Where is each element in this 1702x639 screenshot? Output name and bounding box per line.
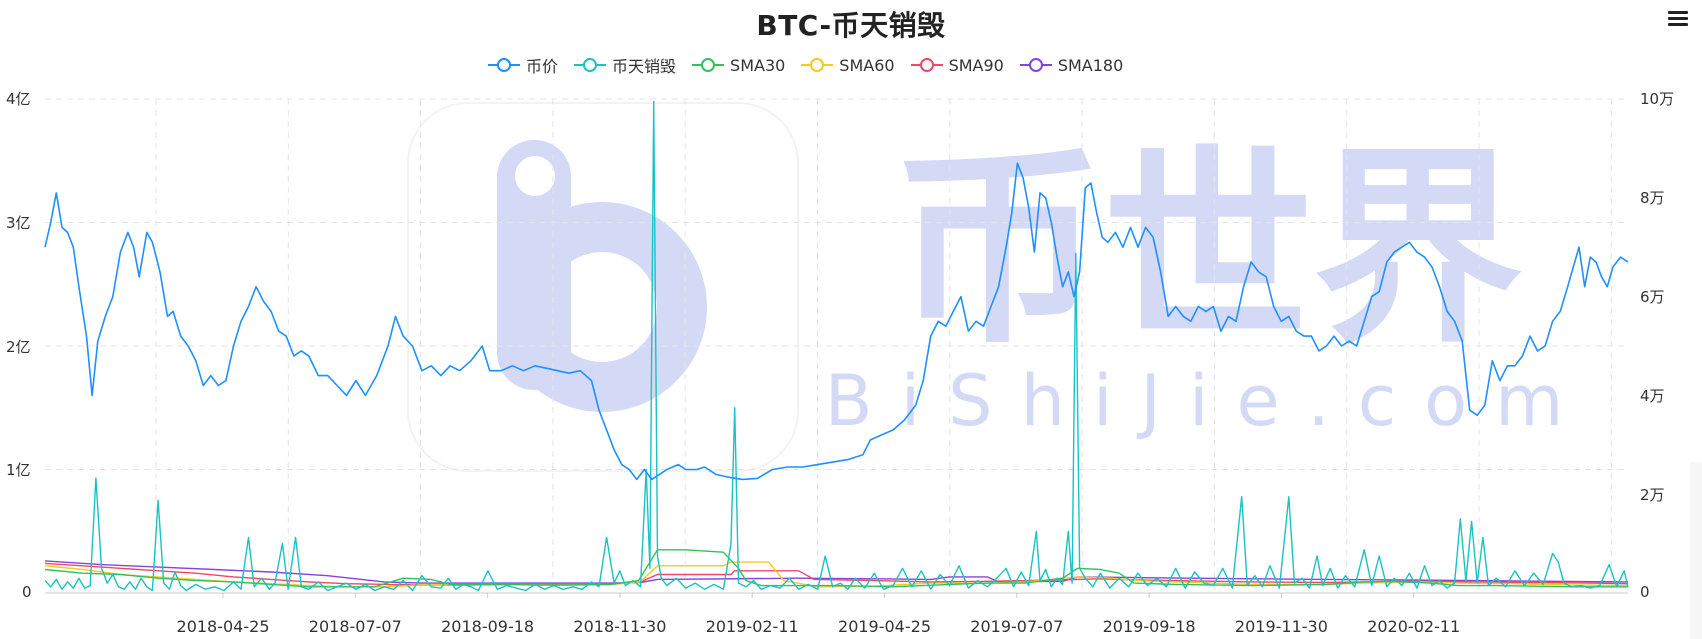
y-right-tick: 4万: [1640, 387, 1665, 405]
chart-title: BTC-币天销毁: [756, 9, 946, 42]
series-币天销毁: [44, 100, 1629, 592]
x-tick-label: 2018-07-07: [308, 617, 402, 636]
y-left-tick: 1亿: [6, 461, 31, 479]
legend: 币价 币天销毁 SMA30 SMA60 SMA90 SMA180: [488, 54, 1139, 76]
y-left-tick: 4亿: [6, 90, 31, 108]
y-right-tick: 8万: [1640, 189, 1665, 207]
y-left-tick: 2亿: [6, 338, 31, 356]
svg-text:币世界: 币世界: [893, 127, 1523, 372]
hamburger-menu-icon[interactable]: [1668, 8, 1688, 28]
x-tick-label: 2019-07-07: [970, 617, 1064, 636]
legend-label: 币天销毁: [612, 57, 677, 76]
legend-line-circle-icon: [801, 58, 834, 72]
legend-line-circle-icon: [692, 58, 725, 72]
legend-item[interactable]: 币价: [488, 54, 558, 76]
y-left-tick: 0: [22, 583, 32, 601]
series-币价: [44, 162, 1629, 481]
series-SMA90: [44, 562, 1629, 586]
y-right-tick: 6万: [1640, 288, 1665, 306]
legend-line-circle-icon: [574, 58, 607, 72]
legend-label: SMA60: [839, 55, 895, 75]
x-tick-label: 2019-02-11: [705, 617, 799, 636]
y-left-tick: 3亿: [6, 214, 31, 232]
x-tick-label: 2019-09-18: [1102, 617, 1196, 636]
series-SMA30: [44, 549, 1628, 588]
x-tick-label: 2020-02-11: [1367, 617, 1461, 636]
x-tick-label: 2019-11-30: [1234, 617, 1328, 636]
legend-label: SMA90: [948, 55, 1004, 75]
legend-line-circle-icon: [910, 58, 943, 72]
legend-item[interactable]: SMA60: [801, 54, 895, 76]
y-right-tick: 10万: [1640, 90, 1675, 108]
y-right-tick: 0: [1640, 583, 1650, 601]
x-tick-label: 2019-04-25: [838, 617, 931, 636]
x-tick-label: 2018-11-30: [573, 617, 667, 636]
legend-item[interactable]: SMA180: [1019, 54, 1124, 76]
scroll-shade: [1690, 462, 1702, 639]
legend-line-circle-icon: [1019, 58, 1052, 72]
legend-label: 币价: [526, 57, 559, 76]
x-tick-label: 2018-04-25: [176, 617, 270, 636]
x-tick-label: 2018-09-18: [441, 617, 535, 636]
y-right-tick: 2万: [1640, 486, 1665, 504]
legend-line-circle-icon: [488, 58, 520, 72]
legend-label: SMA180: [1057, 55, 1124, 75]
legend-item[interactable]: SMA30: [692, 54, 785, 76]
legend-item[interactable]: 币天销毁: [574, 54, 676, 76]
svg-text:BiShiJie.com: BiShiJie.com: [825, 360, 1592, 442]
legend-label: SMA30: [730, 55, 786, 75]
legend-item[interactable]: SMA90: [910, 54, 1004, 76]
